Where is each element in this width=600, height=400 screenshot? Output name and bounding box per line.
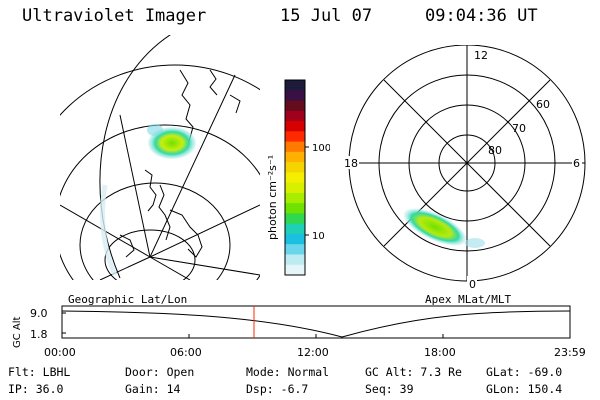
info-ip-key: IP: bbox=[8, 382, 29, 396]
colorbar-swatch bbox=[285, 172, 305, 184]
mlt-label-18: 18 bbox=[344, 157, 358, 170]
info-gain: Gain: 14 bbox=[125, 382, 180, 396]
info-gain-key: Gain: bbox=[125, 382, 160, 396]
altitude-ylabel: GC Alt bbox=[12, 316, 23, 348]
info-dsp-key: Dsp: bbox=[246, 382, 274, 396]
mlt-label-0: 0 bbox=[469, 278, 476, 290]
mlt-label-6: 6 bbox=[573, 157, 580, 170]
colorbar-swatch bbox=[285, 264, 305, 276]
magnetic-polar-plot: 12 0 18 6 60 70 80 bbox=[343, 45, 586, 290]
info-dsp: Dsp: -6.7 bbox=[246, 382, 308, 396]
colorbar-swatch bbox=[285, 182, 305, 194]
apex-map-label: Apex MLat/MLT bbox=[425, 293, 512, 306]
info-glon-key: GLon: bbox=[486, 382, 521, 396]
colorbar-swatch bbox=[285, 121, 305, 132]
info-glon: GLon: 150.4 bbox=[486, 382, 562, 396]
lat-label-70: 70 bbox=[512, 122, 526, 135]
colorbar-swatch bbox=[285, 141, 305, 153]
mlt-label-12: 12 bbox=[474, 49, 488, 62]
colorbar-swatch bbox=[285, 223, 305, 235]
info-flt: Flt: LBHL bbox=[8, 365, 70, 379]
colorbar-swatch bbox=[285, 162, 305, 173]
info-glat-value: -69.0 bbox=[527, 365, 563, 379]
aurora-emission-left bbox=[148, 127, 196, 159]
info-glat-key: GLat: bbox=[486, 365, 521, 379]
instrument-title: Ultraviolet Imager bbox=[22, 6, 207, 26]
colorbar-swatch bbox=[285, 203, 305, 214]
colorbar-label: photon cm⁻²s⁻¹ bbox=[266, 155, 279, 240]
altitude-xtick-0000: 00:00 bbox=[44, 346, 76, 359]
info-mode-key: Mode: bbox=[246, 365, 281, 379]
info-dsp-value: -6.7 bbox=[280, 382, 309, 396]
geographic-map-label: Geographic Lat/Lon bbox=[68, 293, 188, 306]
colorbar-swatch bbox=[285, 131, 305, 143]
info-flt-value: LBHL bbox=[42, 365, 71, 379]
colorbar-tick-100: 100 bbox=[312, 143, 330, 154]
info-glat: GLat: -69.0 bbox=[486, 365, 562, 379]
colorbar-swatch bbox=[285, 213, 305, 225]
info-mode: Mode: Normal bbox=[246, 365, 329, 379]
lat-label-80: 80 bbox=[488, 144, 502, 157]
info-door-key: Door: bbox=[125, 365, 160, 379]
colorbar: 100 10 photon cm⁻²s⁻¹ bbox=[266, 79, 330, 276]
info-door: Door: Open bbox=[125, 365, 194, 379]
geographic-map bbox=[60, 35, 260, 280]
info-ip-value: 36.0 bbox=[35, 382, 64, 396]
colorbar-swatch bbox=[285, 90, 305, 102]
info-seq: Seq: 39 bbox=[365, 382, 414, 396]
altitude-ytick-9: 9.0 bbox=[30, 307, 48, 320]
altitude-xtick-0600: 06:00 bbox=[170, 346, 202, 359]
info-gc-alt-key: GC Alt: bbox=[365, 365, 414, 379]
altitude-plot: GC Alt 9.0 1.8 00:00 06:00 12:00 18:00 2… bbox=[12, 305, 586, 359]
colorbar-swatch bbox=[285, 110, 305, 122]
colorbar-swatch bbox=[285, 244, 305, 255]
date-label: 15 Jul 07 bbox=[280, 6, 373, 26]
aurora-emission-right bbox=[403, 208, 467, 246]
time-label: 09:04:36 UT bbox=[425, 6, 538, 26]
info-gain-value: 14 bbox=[166, 382, 181, 396]
colorbar-swatch bbox=[285, 151, 305, 163]
info-gc-alt-value: 7.3 Re bbox=[420, 365, 462, 379]
info-door-value: Open bbox=[166, 365, 195, 379]
info-seq-value: 39 bbox=[399, 382, 414, 396]
info-glon-value: 150.4 bbox=[527, 382, 563, 396]
info-seq-key: Seq: bbox=[365, 382, 393, 396]
colorbar-tick-10: 10 bbox=[312, 231, 325, 242]
colorbar-swatch bbox=[285, 254, 305, 266]
altitude-ytick-1-8: 1.8 bbox=[30, 328, 48, 341]
altitude-xtick-2359: 23:59 bbox=[554, 346, 586, 359]
info-mode-value: Normal bbox=[287, 365, 330, 379]
altitude-xtick-1200: 12:00 bbox=[297, 346, 329, 359]
colorbar-swatch bbox=[285, 192, 305, 204]
altitude-xtick-1800: 18:00 bbox=[424, 346, 456, 359]
info-flt-key: Flt: bbox=[8, 365, 36, 379]
lat-label-60: 60 bbox=[536, 98, 550, 111]
info-ip: IP: 36.0 bbox=[8, 382, 63, 396]
info-gc-alt: GC Alt: 7.3 Re bbox=[365, 365, 462, 379]
colorbar-swatch bbox=[285, 233, 305, 245]
colorbar-swatch bbox=[285, 80, 305, 91]
colorbar-swatch bbox=[285, 100, 305, 112]
